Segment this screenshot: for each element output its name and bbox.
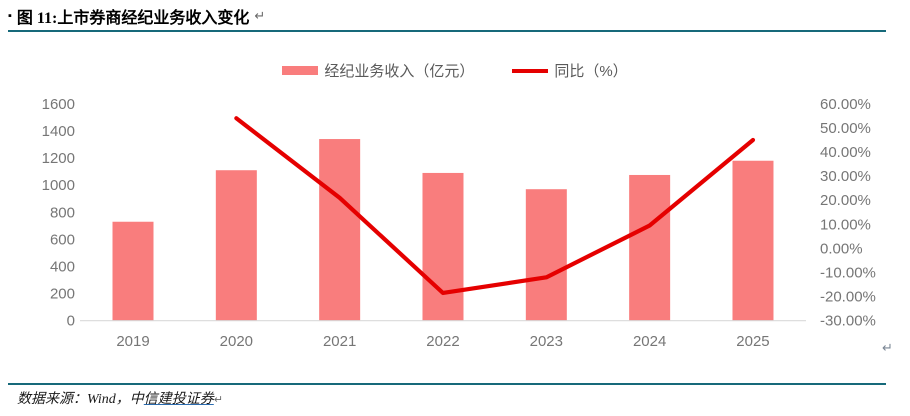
source-hyperlink[interactable]: 信建投证券 bbox=[143, 392, 214, 407]
bar-series-swatch-icon bbox=[282, 66, 319, 75]
y-axis-right-tick: 20.00% bbox=[820, 192, 871, 209]
y-axis-left-tick: 0 bbox=[67, 313, 75, 330]
x-axis-tick: 2024 bbox=[633, 333, 666, 350]
y-axis-right-tick: -10.00% bbox=[820, 265, 876, 282]
x-axis-tick: 2025 bbox=[736, 333, 769, 350]
chart-end-return-icon: ↵ bbox=[882, 341, 893, 356]
x-axis-tick: 2022 bbox=[426, 333, 459, 350]
y-axis-right-tick: 0.00% bbox=[820, 240, 863, 257]
paragraph-return-icon: ↵ bbox=[254, 8, 266, 24]
y-axis-right-tick: 10.00% bbox=[820, 216, 871, 233]
data-source-note: 数据来源：Wind，中信建投证券↵ bbox=[17, 388, 223, 408]
bar-2023 bbox=[525, 189, 567, 321]
y-axis-left-tick: 200 bbox=[50, 286, 75, 303]
y-axis-left-tick: 600 bbox=[50, 231, 75, 248]
y-axis-left-tick: 800 bbox=[50, 204, 75, 221]
bar-series-label: 经纪业务收入（亿元） bbox=[324, 63, 475, 80]
x-axis-tick: 2020 bbox=[220, 333, 253, 350]
legend-item-line-series: 同比（%） bbox=[512, 60, 628, 81]
line-series-label: 同比（%） bbox=[554, 63, 628, 80]
x-axis-tick: 2019 bbox=[116, 333, 149, 350]
footer-divider-rule bbox=[8, 383, 886, 385]
bar-2022 bbox=[422, 172, 464, 321]
x-axis-tick: 2021 bbox=[323, 333, 356, 350]
y-axis-right-tick: -30.00% bbox=[820, 313, 876, 330]
chart-legend: 经纪业务收入（亿元） 同比（%） bbox=[0, 60, 910, 81]
y-axis-left-tick: 1000 bbox=[42, 177, 75, 194]
y-axis-right-tick: 60.00% bbox=[820, 96, 871, 113]
title-divider-rule bbox=[8, 30, 886, 32]
legend-item-bar-series: 经纪业务收入（亿元） bbox=[282, 60, 474, 81]
y-axis-right-tick: -20.00% bbox=[820, 289, 876, 306]
yoy-line bbox=[234, 116, 756, 296]
bar-2020 bbox=[215, 170, 257, 321]
bar-2019 bbox=[112, 221, 154, 321]
y-axis-left-tick: 1600 bbox=[42, 96, 75, 113]
data-source-text: 数据来源：Wind，中 bbox=[17, 392, 144, 407]
figure-title: 图 11:上市券商经纪业务收入变化 bbox=[16, 10, 250, 27]
bar-2021 bbox=[319, 139, 361, 321]
footer-return-icon: ↵ bbox=[213, 393, 223, 406]
square-bullet-icon: ▪ bbox=[8, 9, 12, 22]
y-axis-left-tick: 400 bbox=[50, 258, 75, 275]
y-axis-right-tick: 50.00% bbox=[820, 120, 871, 137]
y-axis-left-tick: 1200 bbox=[42, 150, 75, 167]
y-axis-right-tick: 30.00% bbox=[820, 168, 871, 185]
bar-2025 bbox=[732, 160, 774, 321]
y-axis-right-tick: 40.00% bbox=[820, 144, 871, 161]
y-axis-left-tick: 1400 bbox=[42, 123, 75, 140]
x-axis-tick: 2023 bbox=[530, 333, 563, 350]
line-series-swatch-icon bbox=[512, 68, 549, 73]
bar-2024 bbox=[629, 174, 671, 321]
figure-title-row: ▪ 图 11:上市券商经纪业务收入变化 ↵ bbox=[8, 4, 265, 28]
